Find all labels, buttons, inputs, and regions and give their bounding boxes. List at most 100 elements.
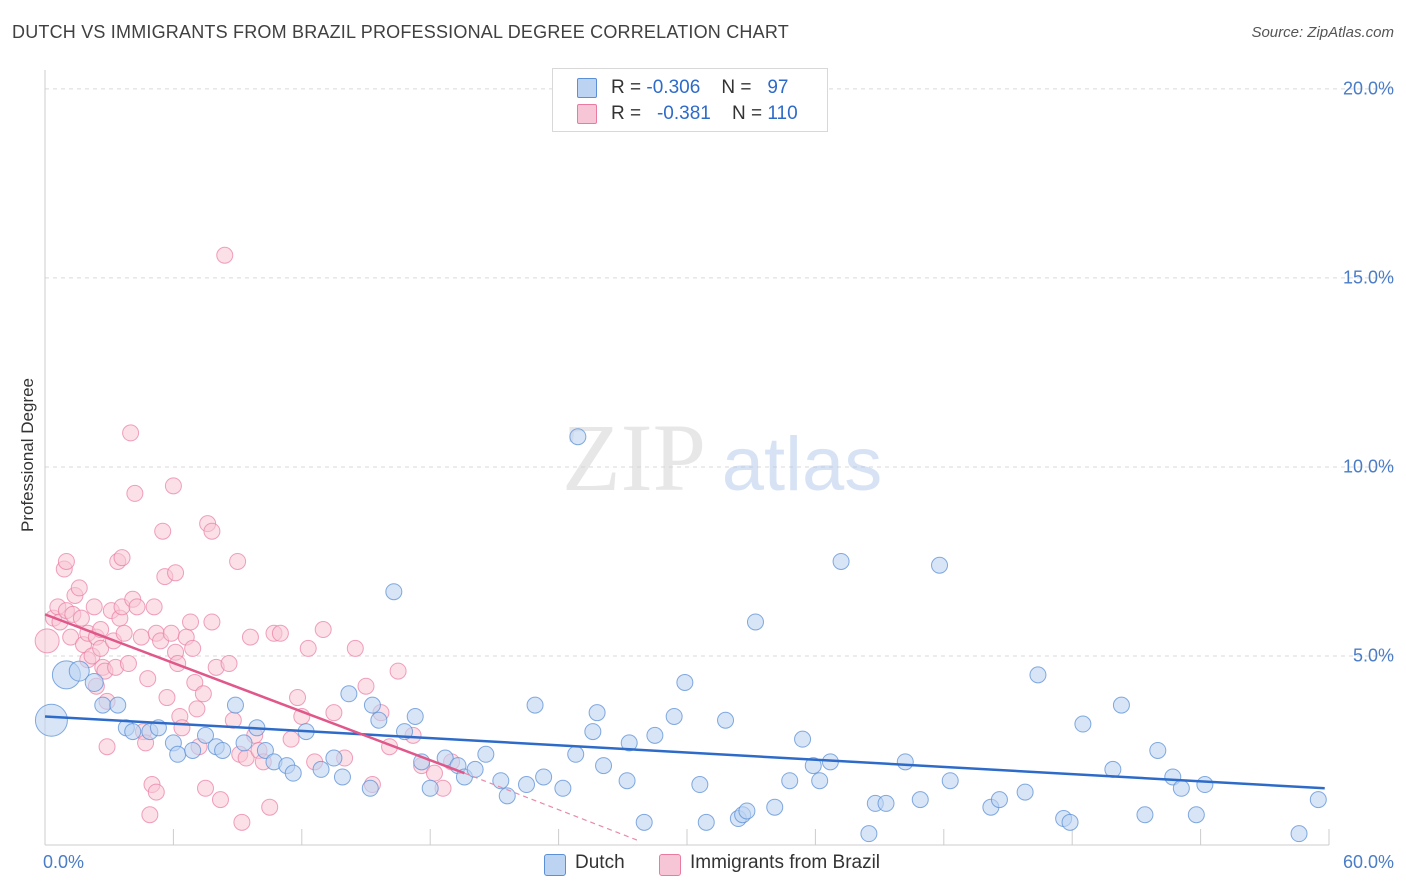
brazil-point [282,730,300,748]
brazil-point [271,624,289,642]
dutch-point [931,556,949,574]
dutch-point [284,764,302,782]
brazil-point [194,685,212,703]
y-tick-label: 10.0% [1342,456,1394,477]
brazil-point [119,655,137,673]
dutch-point [535,768,553,786]
dutch-point [1136,806,1154,824]
dutch-point [466,760,484,778]
brazil-point [57,552,75,570]
dutch-point [567,745,585,763]
brazil-swatch [577,104,597,124]
dutch-point [766,798,784,816]
dutch-point [635,813,653,831]
brazil-point [128,598,146,616]
dutch-point [84,672,104,692]
brazil-point [229,552,247,570]
dutch-point [526,696,544,714]
dutch-point [595,757,613,775]
dutch-legend-swatch [544,854,566,876]
dutch-point [804,757,822,775]
x-tick-min: 0.0% [43,852,85,872]
brazil-point [92,639,110,657]
brazil-point [289,689,307,707]
watermark-atlas: atlas [722,422,883,507]
dutch-point [312,760,330,778]
dutch-point [1029,666,1047,684]
dutch-point [518,776,535,794]
dutch-point [811,772,829,790]
dutch-point [646,726,664,744]
brazil-point [164,477,182,495]
dutch-point [717,711,735,729]
dutch-point [184,741,202,759]
dutch-point [569,428,587,446]
dutch-point [1196,776,1214,794]
brazil-point [261,798,279,816]
brazil-point [115,624,133,642]
brazil-point [182,613,200,631]
dutch-point [492,772,510,790]
brazil-trend-extension [464,772,641,842]
dutch-point [333,768,351,786]
brazil-point [70,579,88,597]
dutch-point [1061,813,1079,831]
brazil-point [173,719,191,737]
dutch-n-value: 97 [767,77,789,98]
y-tick-label: 5.0% [1352,645,1394,666]
dutch-point [676,673,694,691]
dutch-point [421,779,439,797]
brazil-point [299,639,317,657]
brazil-point [241,628,259,646]
dutch-point [109,696,127,714]
brazil-point [167,564,185,582]
dutch-point [911,791,929,809]
stats-legend: R = -0.306 N = 97 R = -0.381 N = 110 [552,68,828,132]
dutch-r-value: -0.306 [646,77,701,98]
dutch-point [235,734,253,752]
brazil-point [72,609,90,627]
dutch-point [1187,806,1205,824]
dutch-point [361,779,379,797]
brazil-point [132,628,150,646]
dutch-point [340,685,358,703]
brazil-point [122,424,140,442]
dutch-point [584,723,602,741]
dutch-point [794,730,812,748]
brazil-point [62,628,80,646]
brazil-point [126,484,144,502]
dutch-point [896,753,914,771]
dutch-point [325,749,343,767]
brazil-n-value: 110 [767,103,798,124]
dutch-point [1074,715,1092,733]
dutch-point [860,825,878,843]
dutch-point [94,696,112,714]
dutch-point [226,696,244,714]
chart-title: DUTCH VS IMMIGRANTS FROM BRAZIL PROFESSI… [12,22,789,42]
brazil-point [203,522,221,540]
brazil-point [188,700,206,718]
dutch-point [990,791,1008,809]
dutch-point [697,813,715,831]
dutch-point [738,802,756,820]
dutch-point [214,741,232,759]
x-tick-max: 60.0% [1342,852,1394,872]
brazil-r-value: -0.381 [656,103,711,124]
watermark-zip: ZIP [562,404,706,511]
brazil-point [389,662,407,680]
brazil-point [141,806,159,824]
brazil-point [314,621,332,639]
brazil-point [147,783,165,801]
dutch-point [620,734,638,752]
dutch-point [588,704,606,722]
dutch-point [256,741,274,759]
brazil-point [162,624,180,642]
brazil-legend-label: Immigrants from Brazil [690,852,881,873]
dutch-point [370,711,388,729]
brazil-point [186,673,204,691]
dutch-n-label: N = [721,77,752,98]
brazil-point [139,670,157,688]
grid-lines [45,88,1392,657]
brazil-point [233,813,251,831]
